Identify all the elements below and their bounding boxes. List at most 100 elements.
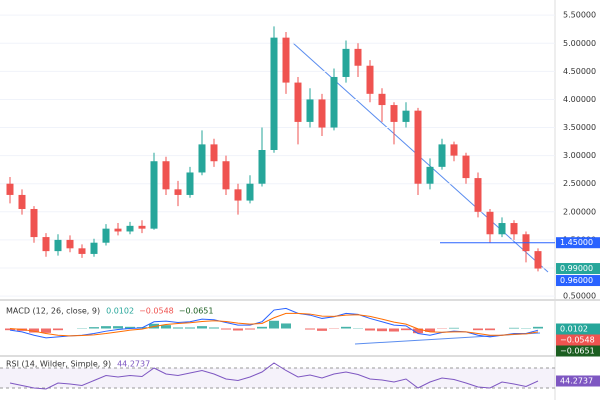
histogram-bar <box>389 328 399 332</box>
readout-box <box>556 323 600 335</box>
candle-body <box>162 161 170 190</box>
candle-body <box>318 99 326 128</box>
candle-body <box>510 223 518 235</box>
candle-body <box>186 172 194 195</box>
readout-label: 0.0102 <box>560 325 588 334</box>
histogram-bar <box>365 328 375 331</box>
candle-body <box>354 48 362 66</box>
price-label: 1.45000 <box>560 238 593 247</box>
price-label-box <box>556 237 600 249</box>
indicator-value: −0.0548 <box>139 307 174 316</box>
histogram-bar <box>305 328 315 330</box>
histogram-bar <box>281 323 291 329</box>
histogram-bar <box>125 326 135 329</box>
y-tick-label: 2.50000 <box>563 179 596 188</box>
candle-body <box>270 37 278 150</box>
candle-body <box>330 76 338 128</box>
candle-body <box>378 93 386 106</box>
histogram-bar <box>317 328 327 331</box>
candle-body <box>102 228 110 243</box>
y-tick-label: 4.50000 <box>563 67 596 76</box>
histogram-bar <box>245 328 255 330</box>
price-label: 0.96000 <box>560 276 593 285</box>
candle-body <box>534 251 542 269</box>
candle-body <box>138 225 146 229</box>
readout-box <box>556 334 600 346</box>
histogram-bar <box>449 327 459 329</box>
histogram-bar <box>53 328 63 331</box>
indicator-value: 44.2737 <box>117 360 150 369</box>
histogram-bar <box>41 328 51 333</box>
candle-body <box>306 99 314 122</box>
candle-body <box>114 228 122 232</box>
candle-body <box>42 237 50 252</box>
readout-label: 44.2737 <box>560 377 593 386</box>
candle-body <box>498 223 506 235</box>
candle-body <box>414 110 422 184</box>
histogram-bar <box>509 327 519 329</box>
y-tick-label: 3.00000 <box>563 151 596 160</box>
histogram-bar <box>425 328 435 332</box>
y-tick-label: 5.50000 <box>563 11 596 20</box>
histogram-bar <box>5 328 15 331</box>
price-label-box <box>556 275 600 287</box>
candle-body <box>462 155 470 179</box>
histogram-bar <box>233 328 243 331</box>
indicator-value: −0.0651 <box>179 307 214 316</box>
candle-body <box>150 161 158 229</box>
histogram-bar <box>401 328 411 331</box>
histogram-bar <box>197 326 207 329</box>
y-tick-label: 2.00000 <box>563 207 596 216</box>
price-label: 0.99000 <box>560 264 593 273</box>
candle-body <box>450 144 458 156</box>
candle-body <box>474 178 482 212</box>
candle-body <box>30 208 38 238</box>
histogram-bar <box>29 328 39 333</box>
candle-body <box>282 37 290 83</box>
histogram-bar <box>341 326 351 329</box>
candle-body <box>222 161 230 190</box>
histogram-bar <box>221 328 231 330</box>
candle-body <box>18 194 26 209</box>
candle-body <box>486 211 494 235</box>
histogram-bar <box>377 328 387 332</box>
readout-box <box>556 345 600 357</box>
price-label-box <box>556 263 600 275</box>
candle-body <box>126 225 134 232</box>
candle-body <box>6 183 14 195</box>
histogram-bar <box>89 327 99 329</box>
histogram-bar <box>161 325 171 329</box>
histogram-bar <box>257 326 267 329</box>
histogram-bar <box>173 327 183 329</box>
candle-body <box>210 144 218 162</box>
y-tick-label: 5.00000 <box>563 39 596 48</box>
candle-body <box>402 110 410 122</box>
indicator-title: RSI (14, Wilder, Simple, 9) <box>6 360 111 369</box>
candle-body <box>438 144 446 167</box>
candle-body <box>198 144 206 173</box>
candle-body <box>366 65 374 94</box>
candle-body <box>258 150 266 184</box>
candle-body <box>342 48 350 77</box>
indicator-title: MACD (12, 26, close, 9) <box>6 307 100 316</box>
y-tick-label: 0.50000 <box>563 292 596 301</box>
histogram-bar <box>485 328 495 331</box>
histogram-bar <box>413 328 423 334</box>
histogram-bar <box>185 327 195 329</box>
macd-line <box>9 312 539 337</box>
candle-body <box>90 242 98 254</box>
histogram-bar <box>209 327 219 329</box>
histogram-bar <box>533 326 543 329</box>
histogram-bar <box>473 328 483 331</box>
histogram-bar <box>269 320 279 329</box>
readout-box <box>556 375 600 387</box>
candle-body <box>390 105 398 122</box>
indicator-value: 0.0102 <box>106 307 134 316</box>
histogram-bar <box>101 326 111 329</box>
candle-body <box>294 82 302 122</box>
candle-body <box>234 189 242 201</box>
readout-label: −0.0548 <box>560 336 595 345</box>
histogram-bar <box>113 326 123 329</box>
readout-label: −0.0651 <box>560 347 595 356</box>
